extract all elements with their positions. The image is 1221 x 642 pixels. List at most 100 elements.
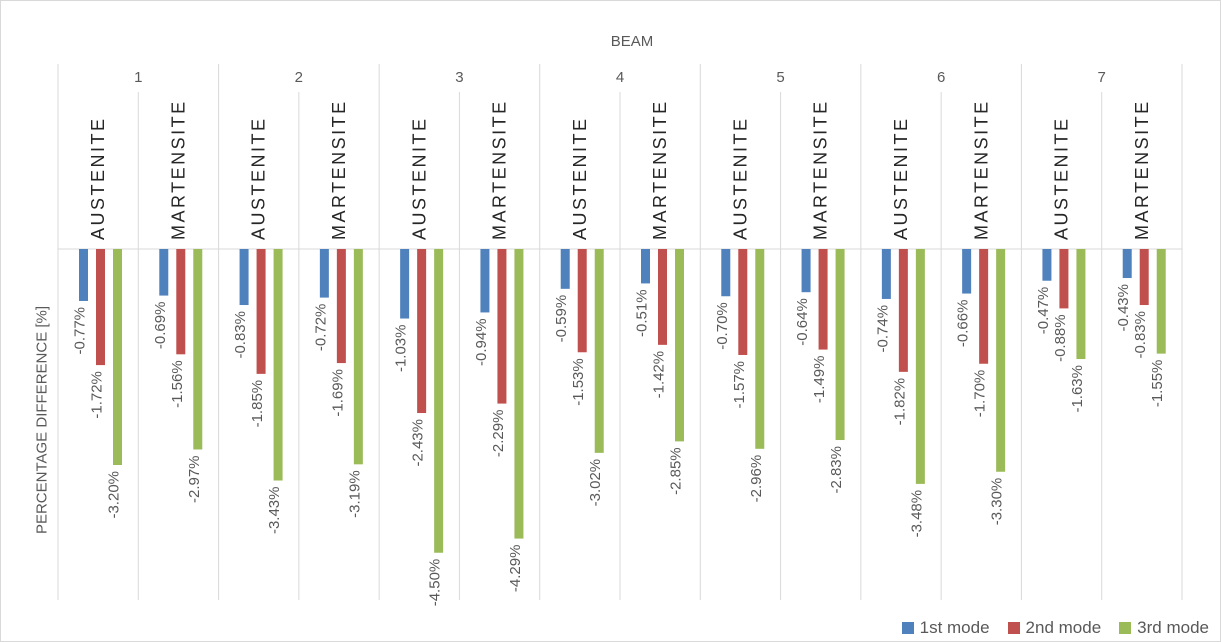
bar-2nd-mode (256, 249, 266, 374)
data-label: -0.70% (714, 302, 731, 350)
group-label-1: 1 (134, 69, 142, 86)
bar-3rd-mode (996, 249, 1006, 472)
data-label: -2.29% (490, 410, 507, 458)
legend-swatch (1119, 622, 1132, 634)
bar-1st-mode (721, 249, 731, 297)
bar-3rd-mode (755, 249, 765, 449)
group-label-5: 5 (776, 69, 784, 86)
legend-item-2nd-mode: 2nd mode (1007, 618, 1102, 638)
data-label: -2.96% (748, 455, 765, 503)
data-label: -0.72% (312, 304, 329, 352)
data-label: -0.74% (874, 305, 891, 353)
bar-1st-mode (881, 249, 891, 299)
bar-1st-mode (159, 249, 169, 296)
bar-3rd-mode (1156, 249, 1166, 354)
bar-2nd-mode (176, 249, 186, 355)
data-label: -1.85% (249, 380, 266, 428)
subcategory-label-martensite: MARTENSITE (971, 99, 991, 240)
bar-1st-mode (962, 249, 972, 294)
data-label: -1.49% (811, 356, 828, 404)
data-label: -1.63% (1069, 365, 1086, 413)
bar-3rd-mode (915, 249, 925, 484)
data-label: -0.64% (794, 298, 811, 346)
data-label: -1.57% (731, 361, 748, 409)
subcategory-label-austenite: AUSTENITE (409, 116, 429, 240)
bar-3rd-mode (193, 249, 203, 450)
group-label-7: 7 (1098, 69, 1106, 86)
subcategory-label-austenite: AUSTENITE (249, 116, 269, 240)
data-label: -1.70% (972, 370, 989, 418)
data-label: -0.94% (473, 318, 490, 366)
data-label: -0.43% (1115, 284, 1132, 332)
data-label: -0.83% (232, 311, 249, 359)
legend: 1st mode 2nd mode 3rd mode (901, 618, 1209, 638)
bar-1st-mode (641, 249, 650, 284)
group-label-4: 4 (616, 69, 624, 86)
data-label: -1.55% (1149, 360, 1166, 408)
bar-2nd-mode (1059, 249, 1069, 309)
legend-label: 2nd mode (1025, 618, 1102, 637)
data-label: -0.83% (1132, 311, 1149, 359)
y-axis-label: PERCENTAGE DIFFERENCE [%] (33, 305, 51, 535)
subcategory-label-martensite: MARTENSITE (168, 99, 188, 240)
bar-2nd-mode (417, 249, 427, 414)
bar-3rd-mode (835, 249, 845, 441)
bar-3rd-mode (434, 249, 444, 553)
chart-title: BEAM (611, 33, 654, 50)
bar-2nd-mode (1139, 249, 1149, 306)
data-label: -0.59% (553, 295, 570, 343)
bar-2nd-mode (898, 249, 908, 372)
subcategory-label-austenite: AUSTENITE (891, 116, 911, 240)
bar-1st-mode (560, 249, 570, 289)
data-label: -4.50% (427, 559, 444, 607)
data-label: -1.82% (891, 378, 908, 426)
subcategory-label-martensite: MARTENSITE (329, 99, 349, 240)
bar-2nd-mode (818, 249, 828, 350)
data-label: -0.88% (1052, 314, 1069, 362)
bar-2nd-mode (658, 249, 667, 345)
data-label: -3.20% (106, 471, 123, 519)
subcategory-label-austenite: AUSTENITE (88, 116, 108, 240)
data-label: -1.53% (570, 358, 587, 406)
data-label: -0.69% (152, 302, 169, 350)
data-label: -3.43% (266, 487, 283, 535)
bar-3rd-mode (1076, 249, 1086, 360)
bar-3rd-mode (273, 249, 283, 481)
group-label-3: 3 (455, 69, 463, 86)
legend-label: 1st mode (919, 618, 990, 637)
bar-1st-mode (801, 249, 811, 293)
bar-3rd-mode (353, 249, 363, 465)
subcategory-label-martensite: MARTENSITE (1132, 99, 1152, 240)
bar-1st-mode (480, 249, 490, 313)
data-label: -3.30% (989, 478, 1006, 526)
bar-3rd-mode (113, 249, 122, 465)
subcategory-label-austenite: AUSTENITE (730, 116, 750, 240)
bar-1st-mode (319, 249, 329, 298)
subcategory-label-martensite: MARTENSITE (811, 99, 831, 240)
legend-swatch (901, 622, 914, 634)
data-label: -4.29% (507, 545, 524, 593)
bar-1st-mode (79, 249, 88, 301)
data-label: -3.02% (587, 459, 604, 507)
data-label: -1.03% (393, 325, 410, 373)
subcategory-label-martensite: MARTENSITE (650, 99, 670, 240)
bar-3rd-mode (514, 249, 524, 539)
group-label-2: 2 (295, 69, 303, 86)
legend-label: 3rd mode (1137, 618, 1209, 637)
bar-3rd-mode (594, 249, 604, 453)
bar-1st-mode (400, 249, 410, 319)
bar-2nd-mode (979, 249, 989, 364)
bar-1st-mode (1122, 249, 1132, 279)
data-label: -2.85% (668, 447, 685, 495)
data-label: -0.47% (1035, 287, 1052, 335)
data-label: -1.42% (651, 351, 668, 399)
bar-2nd-mode (577, 249, 587, 353)
data-label: -0.51% (634, 289, 651, 337)
data-label: -3.19% (346, 470, 363, 518)
legend-item-1st-mode: 1st mode (901, 618, 990, 638)
data-label: -1.56% (169, 360, 186, 408)
bar-1st-mode (1042, 249, 1052, 281)
bar-3rd-mode (675, 249, 684, 442)
subcategory-label-austenite: AUSTENITE (570, 116, 590, 240)
